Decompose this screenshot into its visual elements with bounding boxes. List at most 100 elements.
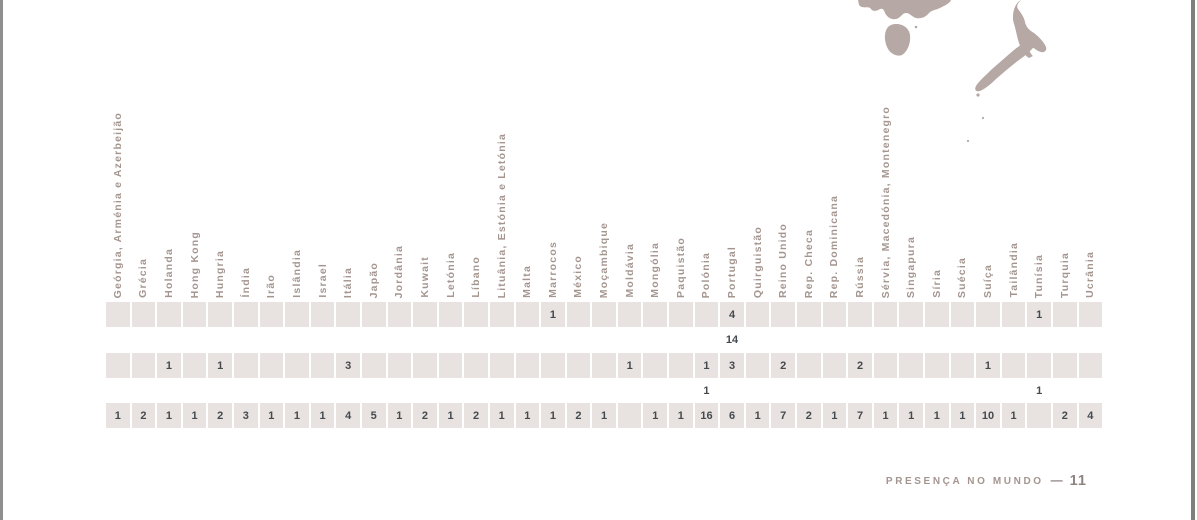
value-cell: 1 <box>617 353 642 378</box>
country-column: México 2 <box>566 86 592 428</box>
value-cell <box>105 378 131 403</box>
value-cell <box>1001 378 1027 403</box>
value-cell <box>1052 302 1077 327</box>
value-cell: 1 <box>182 403 207 428</box>
value-cell <box>387 353 412 378</box>
country-label: Irão <box>259 86 285 298</box>
country-label-text: Malta <box>521 265 534 298</box>
country-label-text: Rep. Checa <box>802 228 815 298</box>
value-cell <box>617 378 643 403</box>
value-cell: 3 <box>336 353 360 378</box>
value-cell <box>310 353 335 378</box>
country-label: Portugal <box>719 86 745 298</box>
island-dot <box>981 116 985 120</box>
value-cell <box>719 378 745 403</box>
country-label-text: Irão <box>265 273 278 298</box>
country-label: Japão <box>361 86 387 298</box>
value-cell <box>463 327 489 353</box>
value-cell <box>156 327 182 353</box>
value-cell <box>873 353 898 378</box>
value-cell <box>925 353 949 378</box>
value-cell <box>336 302 360 327</box>
value-cell: 1 <box>873 403 898 428</box>
country-label-text: Holanda <box>162 248 175 298</box>
country-label: Singapura <box>898 86 924 298</box>
value-cell <box>592 353 616 378</box>
country-label-text: Hungria <box>214 249 227 298</box>
country-label: Quirguistão <box>745 86 771 298</box>
country-column: Israel 1 <box>310 86 336 428</box>
value-cell <box>975 378 1001 403</box>
value-cell <box>106 353 130 378</box>
country-label: Jordânia <box>387 86 413 298</box>
value-cell <box>464 302 488 327</box>
australia-southeast-landmass <box>858 0 951 20</box>
value-cell <box>668 378 694 403</box>
country-column: Suécia 1 <box>950 86 976 428</box>
country-label: Paquistão <box>668 86 694 298</box>
value-cell <box>950 378 976 403</box>
value-cell <box>822 378 848 403</box>
value-cell <box>335 378 361 403</box>
value-cell <box>182 378 208 403</box>
value-cell <box>617 302 642 327</box>
country-column: Holanda 1 1 <box>156 86 182 428</box>
value-cell <box>131 327 157 353</box>
value-cell <box>489 327 515 353</box>
value-cell: 1 <box>259 403 284 428</box>
new-zealand-north-island <box>1012 0 1047 58</box>
value-cell <box>438 327 464 353</box>
value-cell: 1 <box>1027 302 1051 327</box>
value-cell: 2 <box>797 403 821 428</box>
footer-dash: — <box>1050 473 1063 487</box>
country-label: Rep. Dominicana <box>822 86 848 298</box>
value-cell <box>1001 302 1026 327</box>
country-label-text: Quirguistão <box>751 225 764 298</box>
country-label-text: Hong Kong <box>188 230 201 298</box>
value-cell <box>541 353 565 378</box>
country-label-text: Itália <box>342 266 355 298</box>
country-column: Rússia 2 7 <box>847 86 873 428</box>
country-label: Islândia <box>284 86 310 298</box>
value-cell <box>669 353 693 378</box>
value-cell <box>745 378 771 403</box>
value-cell <box>1027 403 1051 428</box>
country-label-text: Ucrânia <box>1084 251 1097 298</box>
value-cell <box>694 327 720 353</box>
country-label: México <box>566 86 592 298</box>
value-cell <box>873 327 899 353</box>
value-cell <box>975 327 1001 353</box>
presence-table: Geórgia, Arménia e Azerbeijão 1 Grécia 2 Hol… <box>105 86 1104 428</box>
value-cell: 1 <box>1036 384 1043 397</box>
value-cell <box>335 327 361 353</box>
value-cell <box>796 327 822 353</box>
country-column: Geórgia, Arménia e Azerbeijão 1 <box>105 86 131 428</box>
value-cell <box>233 327 259 353</box>
country-column: Islândia 1 <box>284 86 310 428</box>
value-cell <box>873 378 899 403</box>
value-cell <box>566 378 592 403</box>
value-cell <box>899 302 923 327</box>
value-cell <box>310 327 336 353</box>
value-cell <box>233 302 258 327</box>
value-cell <box>1027 353 1051 378</box>
value-cell <box>259 353 284 378</box>
value-cell <box>924 327 950 353</box>
value-cell: 1 <box>208 353 232 378</box>
value-cell: 2 <box>131 403 156 428</box>
value-cell <box>207 378 233 403</box>
country-label: Mongólia <box>642 86 668 298</box>
country-label-text: Singapura <box>905 235 918 298</box>
value-cell: 1 <box>694 353 719 378</box>
value-cell: 1 <box>515 403 540 428</box>
value-cell: 1 <box>976 353 1000 378</box>
value-cell: 7 <box>771 403 796 428</box>
value-cell <box>1078 378 1104 403</box>
country-label-text: Israel <box>316 263 329 298</box>
value-cell: 1 <box>541 302 565 327</box>
value-cell: 2 <box>848 353 872 378</box>
value-cell <box>463 378 489 403</box>
country-label-text: Tunísia <box>1033 253 1046 298</box>
country-label-text: Tailândia <box>1007 242 1020 298</box>
island-dot <box>914 25 918 29</box>
